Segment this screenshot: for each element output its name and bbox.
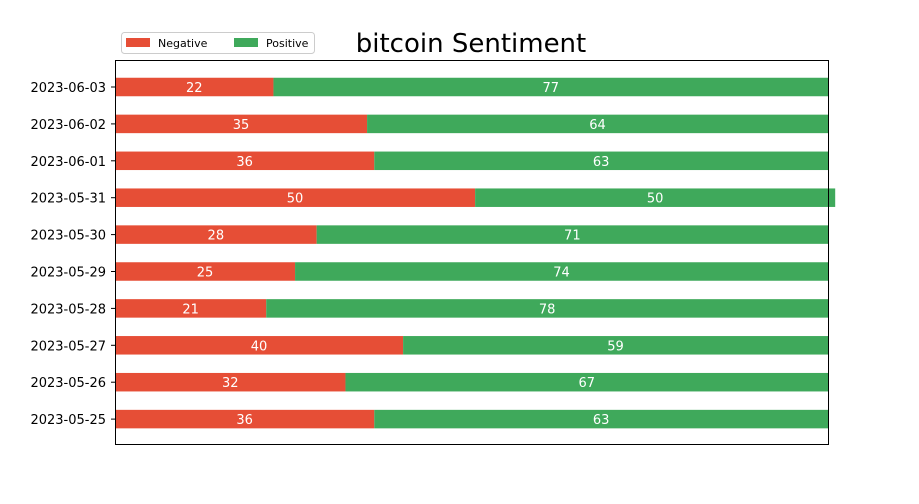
legend-label-negative: Negative: [158, 37, 208, 50]
value-label-positive-2023-05-25: 63: [593, 413, 610, 428]
bar-negative-2023-05-29: [115, 262, 296, 281]
y-tick-label: 2023-05-28: [30, 302, 106, 317]
chart-title: bitcoin Sentiment: [356, 29, 586, 59]
bar-positive-2023-06-03: [273, 77, 828, 97]
value-label-negative-2023-05-25: 36: [236, 413, 253, 428]
value-label-positive-2023-06-01: 63: [593, 155, 610, 170]
value-label-positive-2023-05-28: 78: [539, 302, 556, 317]
bar-negative-2023-05-30: [115, 225, 317, 244]
value-label-positive-2023-06-02: 64: [589, 118, 606, 133]
bar-negative-2023-05-28: [115, 299, 267, 318]
value-label-negative-2023-06-03: 22: [186, 81, 203, 96]
legend: Negative Positive: [121, 32, 315, 54]
bar-negative-2023-05-25: [115, 409, 375, 429]
legend-swatch-positive: [234, 38, 258, 47]
y-tick-label: 2023-06-02: [30, 118, 106, 133]
legend-frame: [121, 32, 315, 54]
legend-label-positive: Positive: [266, 37, 309, 50]
value-labels-layer: 22 77 35 64 36 63 50 50 28 71 25 74 21 78 40 59 32 67 36 63: [182, 81, 663, 428]
y-tick-label: 2023-05-30: [30, 229, 106, 244]
value-label-negative-2023-06-01: 36: [236, 155, 253, 170]
y-tick-label: 2023-05-27: [30, 339, 106, 354]
bar-positive-2023-05-26: [345, 372, 828, 392]
bar-positive-2023-05-31: [475, 188, 836, 207]
bars-layer: [115, 77, 836, 429]
y-tick-label: 2023-05-25: [30, 413, 106, 428]
value-label-positive-2023-06-03: 77: [542, 81, 559, 96]
value-label-negative-2023-05-31: 50: [287, 192, 304, 207]
y-tick-label: 2023-05-29: [30, 266, 106, 281]
bar-negative-2023-05-27: [115, 336, 404, 355]
bar-positive-2023-05-29: [295, 262, 828, 281]
bar-positive-2023-05-27: [403, 336, 828, 355]
value-label-positive-2023-05-26: 67: [578, 376, 595, 391]
bar-positive-2023-06-02: [367, 114, 828, 134]
y-tick-label: 2023-05-31: [30, 192, 106, 207]
bar-positive-2023-05-25: [374, 409, 828, 429]
value-label-negative-2023-05-28: 21: [182, 302, 199, 317]
y-tick-label: 2023-05-26: [30, 376, 106, 391]
value-label-negative-2023-05-29: 25: [197, 266, 214, 281]
y-tick-label: 2023-06-01: [30, 155, 106, 170]
bar-negative-2023-06-02: [115, 114, 368, 134]
value-label-positive-2023-05-27: 59: [607, 339, 624, 354]
value-label-negative-2023-05-30: 28: [208, 229, 225, 244]
value-label-positive-2023-05-31: 50: [647, 192, 664, 207]
bar-positive-2023-05-28: [266, 299, 828, 318]
value-label-negative-2023-05-26: 32: [222, 376, 239, 391]
bar-positive-2023-05-30: [316, 225, 828, 244]
legend-swatch-negative: [126, 38, 150, 47]
value-label-negative-2023-06-02: 35: [233, 118, 250, 133]
value-label-negative-2023-05-27: 40: [251, 339, 268, 354]
bar-negative-2023-06-01: [115, 151, 375, 171]
y-tick-label: 2023-06-03: [30, 81, 106, 96]
value-label-positive-2023-05-30: 71: [564, 229, 581, 244]
bar-negative-2023-06-03: [115, 77, 274, 97]
plot-frame: [115, 60, 829, 445]
bar-negative-2023-05-26: [115, 372, 346, 392]
y-axis: 2023-06-03 2023-06-02 2023-06-01 2023-05-31…: [30, 81, 115, 428]
value-label-positive-2023-05-29: 74: [553, 266, 570, 281]
bar-negative-2023-05-31: [115, 188, 476, 207]
bar-positive-2023-06-01: [374, 151, 828, 171]
